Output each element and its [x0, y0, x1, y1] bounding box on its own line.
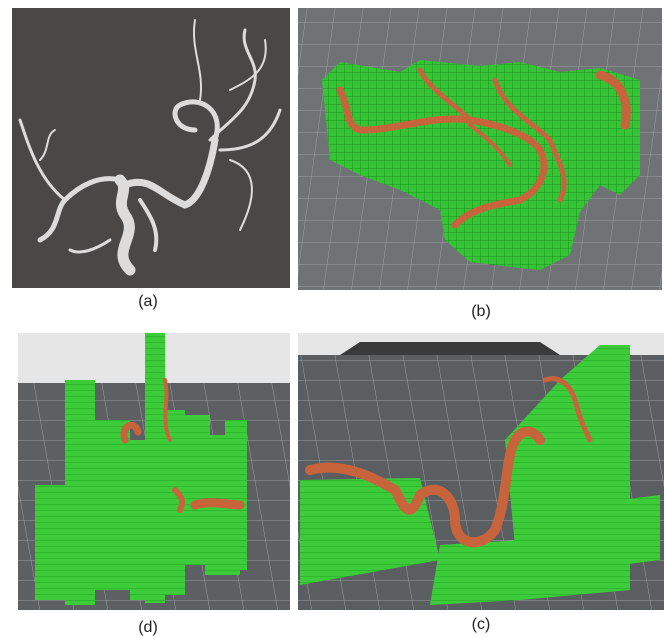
block: [430, 540, 520, 605]
column: [95, 420, 130, 590]
caption: (c): [472, 616, 491, 633]
panel-b: [298, 8, 662, 290]
caption: (b): [471, 303, 491, 320]
column: [65, 380, 95, 605]
column: [130, 440, 160, 600]
caption: (a): [138, 293, 158, 310]
column: [225, 420, 247, 570]
page: {"panels": [{"caption": "(a)"}, {"captio…: [0, 0, 667, 638]
block: [620, 495, 660, 565]
far-object: [340, 342, 560, 355]
figure: (a) (b): [0, 0, 667, 638]
caption: (d): [138, 619, 158, 636]
panel-d: [18, 333, 290, 610]
vessel: [195, 503, 240, 505]
panel-a: [12, 8, 290, 288]
panel-c: [298, 333, 664, 610]
